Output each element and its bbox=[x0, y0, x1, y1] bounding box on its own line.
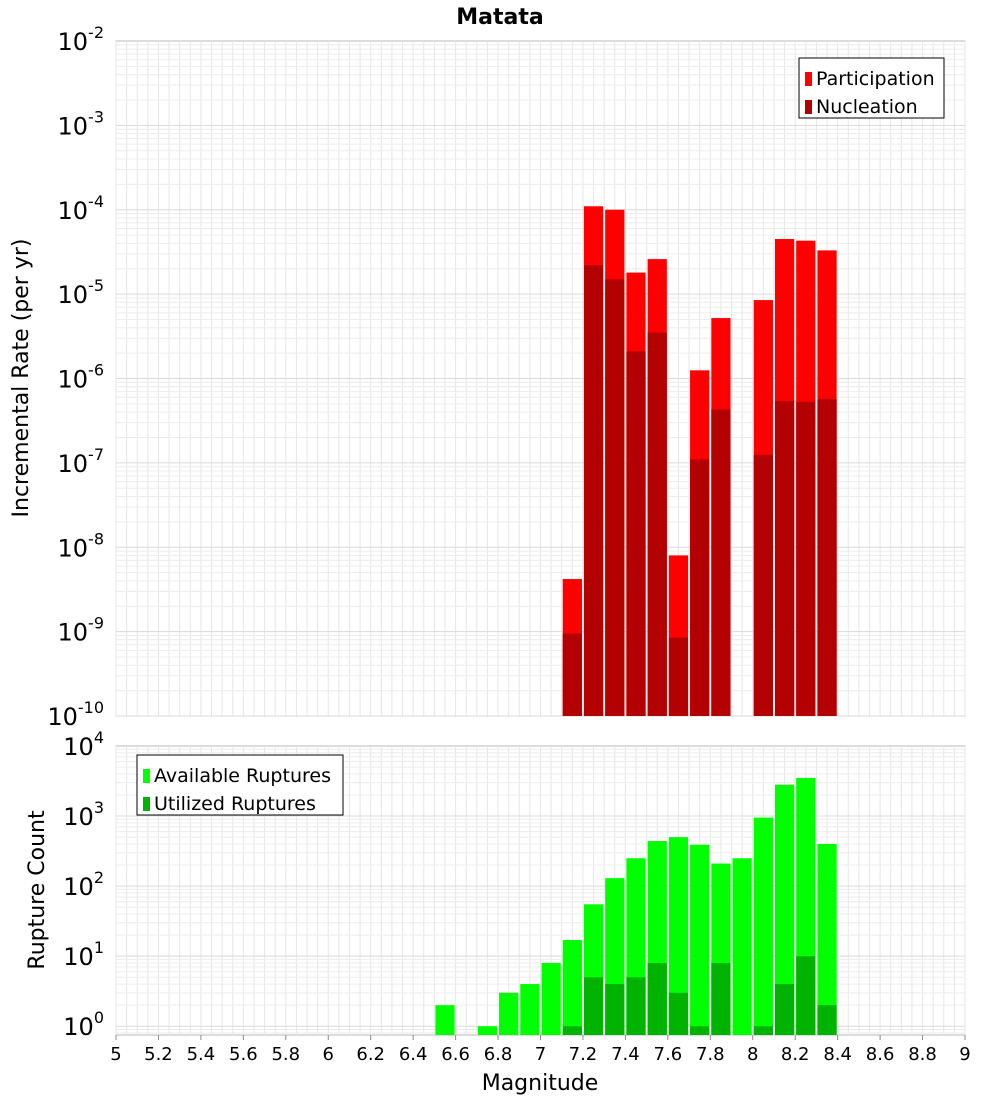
utilized-ruptures-bar bbox=[562, 1026, 582, 1035]
available-ruptures-bar bbox=[817, 843, 837, 1035]
legend-swatch bbox=[805, 100, 812, 114]
y-tick-label: 10-6 bbox=[58, 361, 105, 394]
y-tick-label: 10-2 bbox=[58, 23, 105, 56]
legend-label: Participation bbox=[816, 68, 935, 90]
bottom-y-axis-label: Rupture Count bbox=[25, 810, 50, 970]
y-tick-label: 10-9 bbox=[58, 614, 105, 647]
x-axis-label: Magnitude bbox=[482, 1071, 599, 1096]
bottom-legend: Available Ruptures Utilized Ruptures bbox=[136, 754, 344, 816]
nucleation-bar bbox=[711, 409, 731, 716]
nucleation-bar bbox=[668, 637, 689, 716]
y-tick-label: 104 bbox=[63, 728, 104, 761]
utilized-ruptures-bar bbox=[647, 962, 667, 1035]
bottom-bars bbox=[435, 777, 837, 1035]
x-tick-label: 8.2 bbox=[781, 1044, 810, 1065]
utilized-ruptures-bar bbox=[690, 1026, 710, 1035]
x-tick-label: 6.8 bbox=[484, 1044, 513, 1065]
available-ruptures-bar bbox=[477, 1026, 498, 1035]
y-tick-label: 10-8 bbox=[58, 529, 105, 562]
utilized-ruptures-bar bbox=[711, 962, 731, 1035]
y-tick-label: 10-5 bbox=[58, 276, 105, 309]
y-tick-label: 100 bbox=[63, 1008, 104, 1041]
x-tick-label: 5.8 bbox=[271, 1044, 300, 1065]
x-tick-label: 7 bbox=[535, 1044, 546, 1065]
nucleation-bar bbox=[583, 265, 604, 716]
y-tick-label: 10-7 bbox=[58, 445, 105, 478]
x-tick-label: 6.4 bbox=[399, 1044, 428, 1065]
x-tick-label: 9 bbox=[959, 1044, 970, 1065]
nucleation-bar bbox=[753, 454, 773, 716]
legend-label: Available Ruptures bbox=[154, 765, 331, 787]
top-y-axis-label: Incremental Rate (per yr) bbox=[9, 239, 34, 518]
top-panel: 10-10 10-9 10-8 10-7 10-6 10-5 10-4 10-3 10-2 In… bbox=[9, 23, 966, 731]
utilized-ruptures-bar bbox=[583, 977, 604, 1035]
y-tick-label: 102 bbox=[63, 868, 104, 901]
x-tick-label: 8 bbox=[747, 1044, 758, 1065]
nucleation-bar bbox=[817, 399, 837, 716]
x-tick-label: 5.2 bbox=[144, 1044, 173, 1065]
utilized-ruptures-bar bbox=[668, 992, 689, 1035]
utilized-ruptures-bar bbox=[796, 956, 816, 1035]
nucleation-bar bbox=[774, 401, 795, 716]
y-tick-label: 10-10 bbox=[47, 698, 104, 731]
legend-label: Nucleation bbox=[816, 96, 918, 118]
x-tick-label: 6.2 bbox=[356, 1044, 385, 1065]
y-tick-label: 10-3 bbox=[58, 107, 105, 140]
nucleation-bar bbox=[605, 279, 625, 716]
available-ruptures-bar bbox=[499, 992, 519, 1035]
x-tick-label: 8.4 bbox=[823, 1044, 852, 1065]
available-ruptures-bar bbox=[541, 962, 561, 1035]
legend-swatch bbox=[143, 769, 150, 783]
utilized-ruptures-bar bbox=[605, 984, 625, 1035]
available-ruptures-bar bbox=[562, 940, 582, 1035]
x-tick-label: 6.6 bbox=[441, 1044, 470, 1065]
x-tick-labels: 5 5.2 5.4 5.6 5.8 6 6.2 6.4 6.6 6.8 7 7.2 7.4 7.6 7.8 8… bbox=[110, 1035, 971, 1065]
x-tick-label: 5.4 bbox=[187, 1044, 216, 1065]
available-ruptures-bar bbox=[668, 837, 689, 1035]
x-tick-label: 8.6 bbox=[866, 1044, 895, 1065]
utilized-ruptures-bar bbox=[817, 1005, 837, 1035]
top-y-tick-labels: 10-10 10-9 10-8 10-7 10-6 10-5 10-4 10-3 10-2 bbox=[47, 23, 104, 731]
x-tick-label: 7.8 bbox=[696, 1044, 725, 1065]
utilized-ruptures-bar bbox=[626, 977, 646, 1035]
x-tick-label: 7.4 bbox=[611, 1044, 640, 1065]
top-gridlines bbox=[115, 41, 966, 717]
available-ruptures-bar bbox=[435, 1005, 455, 1035]
legend-box bbox=[798, 57, 945, 119]
bottom-y-tick-labels: 100 101 102 103 104 bbox=[63, 728, 104, 1041]
available-ruptures-bar bbox=[520, 984, 540, 1035]
x-tick-label: 7.2 bbox=[569, 1044, 598, 1065]
top-legend: Participation Nucleation bbox=[798, 57, 945, 119]
nucleation-bar bbox=[647, 332, 667, 716]
utilized-ruptures-bar bbox=[753, 1026, 773, 1035]
y-tick-label: 10-4 bbox=[58, 192, 105, 225]
legend-box bbox=[136, 754, 344, 816]
top-bars bbox=[562, 206, 837, 717]
x-tick-label: 5 bbox=[110, 1044, 121, 1065]
available-ruptures-bar bbox=[753, 817, 773, 1035]
x-tick-label: 8.8 bbox=[908, 1044, 937, 1065]
chart-title: Matata bbox=[456, 5, 543, 30]
legend-label: Utilized Ruptures bbox=[154, 793, 316, 815]
x-tick-label: 7.6 bbox=[654, 1044, 683, 1065]
x-tick-label: 6 bbox=[323, 1044, 334, 1065]
utilized-ruptures-bar bbox=[774, 984, 795, 1035]
bottom-panel: 100 101 102 103 104 5 5.2 5.4 5.6 5.8 6 6.2 6.4 6.6 6… bbox=[25, 728, 971, 1096]
y-tick-label: 103 bbox=[63, 798, 104, 831]
x-tick-label: 5.6 bbox=[229, 1044, 258, 1065]
legend-swatch bbox=[143, 797, 150, 811]
nucleation-bar bbox=[562, 633, 582, 716]
nucleation-bar bbox=[626, 351, 646, 716]
nucleation-bar bbox=[690, 459, 710, 716]
legend-swatch bbox=[805, 72, 812, 86]
nucleation-bar bbox=[796, 401, 816, 716]
available-ruptures-bar bbox=[690, 844, 710, 1035]
available-ruptures-bar bbox=[774, 784, 795, 1035]
available-ruptures-bar bbox=[732, 858, 752, 1035]
y-tick-label: 101 bbox=[63, 938, 104, 971]
